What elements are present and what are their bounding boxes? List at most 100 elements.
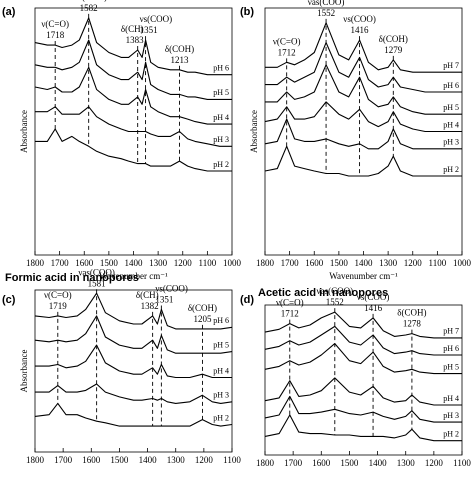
x-tick-label: 1300 <box>149 258 168 268</box>
x-tick-label: 1200 <box>195 455 214 465</box>
x-tick-label: 1800 <box>26 258 45 268</box>
annotation-value: 1719 <box>49 301 68 311</box>
x-tick-label: 1000 <box>453 258 472 268</box>
plot-frame <box>264 304 463 456</box>
annotation-label: δ(COH) <box>379 34 408 44</box>
spectrum-line <box>264 311 462 339</box>
series-label: pH 5 <box>443 362 459 371</box>
y-axis-label: Absorbance <box>19 350 29 393</box>
spectrum-line <box>264 343 462 375</box>
x-tick-label: 1100 <box>223 455 241 465</box>
series-label: pH 3 <box>443 411 459 420</box>
series-label: pH 4 <box>213 113 229 122</box>
series-label: pH 2 <box>213 160 229 169</box>
series-label: pH 2 <box>443 165 459 174</box>
series-label: pH 4 <box>443 394 459 403</box>
panel: (c) Formic acid in nanopores Absorbance 180… <box>2 267 241 465</box>
series-label: pH 2 <box>443 430 459 439</box>
annotation-label: ν(C=O) <box>276 298 304 308</box>
spectrum-line <box>264 325 462 356</box>
x-tick-label: 1100 <box>429 258 447 268</box>
annotation-value: 1581 <box>88 278 106 288</box>
annotation-label: νas(COO) <box>317 286 354 296</box>
annotation-label: νs(COO) <box>155 284 188 294</box>
annotation-value: 1416 <box>364 303 383 313</box>
series-label: pH 3 <box>213 391 229 400</box>
series-label: pH 3 <box>213 135 229 144</box>
spectrum-line <box>264 145 462 177</box>
annotation-label: δ(CH) <box>121 24 144 34</box>
x-tick-label: 1200 <box>425 458 444 468</box>
x-tick-label: 1600 <box>75 258 94 268</box>
annotation-value: 1205 <box>193 314 212 324</box>
panel-label: (d) <box>240 294 254 306</box>
x-tick-label: 1200 <box>404 258 423 268</box>
x-tick-label: 1500 <box>110 455 129 465</box>
x-tick-label: 1700 <box>54 455 73 465</box>
series-label: pH 7 <box>443 61 459 70</box>
annotation-label: νas(COO) <box>308 0 345 7</box>
x-tick-label: 1400 <box>125 258 144 268</box>
series-label: pH 6 <box>443 344 459 353</box>
annotation-value: 1382 <box>141 301 159 311</box>
spectrum-line <box>35 128 232 172</box>
x-tick-label: 1100 <box>453 458 471 468</box>
x-tick-label: 1700 <box>281 258 300 268</box>
x-tick-label: 1300 <box>167 455 186 465</box>
x-tick-label: 1400 <box>369 458 388 468</box>
series-label: pH 7 <box>443 327 459 336</box>
panel: (b) Absorbance Wavenumber cm⁻¹ 1800 1700 1600… <box>240 0 472 281</box>
panel: (a) Absorbance Wavenumber cm⁻¹ 1800 1700 1600… <box>2 0 242 281</box>
panel-label: (a) <box>2 6 16 18</box>
annotation-label: δ(COH) <box>188 303 217 313</box>
annotation-label: δ(CH) <box>136 290 159 300</box>
x-tick-label: 1800 <box>256 258 275 268</box>
annotation-value: 1416 <box>351 25 370 35</box>
y-axis-label: Absorbance <box>19 110 29 153</box>
annotation-value: 1213 <box>171 55 190 65</box>
series-label: pH 2 <box>213 413 229 422</box>
spectrum-line <box>265 42 462 93</box>
series-label: pH 5 <box>213 88 229 97</box>
spectrum-line <box>35 383 233 404</box>
annotation-label: δ(COH) <box>397 308 426 318</box>
spectrum-line <box>264 395 462 423</box>
x-tick-label: 1000 <box>223 258 242 268</box>
annotation-value: 1279 <box>384 45 403 55</box>
annotation-value: 1712 <box>281 309 299 319</box>
spectrum-line <box>34 292 233 330</box>
spectrum-line <box>34 17 232 76</box>
series-label: pH 4 <box>213 366 229 375</box>
x-tick-label: 1100 <box>199 258 217 268</box>
annotation-value: 1718 <box>46 30 65 40</box>
annotation-value: 1351 <box>155 295 173 305</box>
x-axis-label: Wavenumber cm⁻¹ <box>329 271 398 281</box>
panel-title: Acetic acid in nanopores <box>258 287 388 299</box>
x-tick-label: 1600 <box>82 455 101 465</box>
x-tick-label: 1300 <box>379 258 398 268</box>
spectrum-line <box>264 377 462 406</box>
x-tick-label: 1500 <box>330 258 349 268</box>
annotation-value: 1582 <box>80 3 98 13</box>
spectrum-line <box>34 402 233 427</box>
annotation-label: νs(COO) <box>357 292 390 302</box>
plot-frame <box>34 289 233 453</box>
x-tick-label: 1700 <box>284 458 303 468</box>
panel: (d) Acetic acid in nanopores 1800 1700 1600 1… <box>240 286 471 468</box>
series-label: pH 6 <box>213 316 229 325</box>
spectrum-line <box>34 315 233 354</box>
series-label: pH 3 <box>443 138 459 147</box>
annotation-value: 1552 <box>326 297 344 307</box>
annotation-value: 1278 <box>403 319 422 329</box>
series-label: pH 6 <box>213 64 229 73</box>
x-tick-label: 1300 <box>397 458 416 468</box>
y-axis-label: Absorbance <box>249 110 259 153</box>
panel-label: (b) <box>240 6 254 18</box>
series-label: pH 5 <box>213 340 229 349</box>
annotation-value: 1712 <box>278 47 296 57</box>
series-label: pH 5 <box>443 103 459 112</box>
x-tick-label: 1500 <box>100 258 119 268</box>
annotation-label: νs(COO) <box>343 14 376 24</box>
